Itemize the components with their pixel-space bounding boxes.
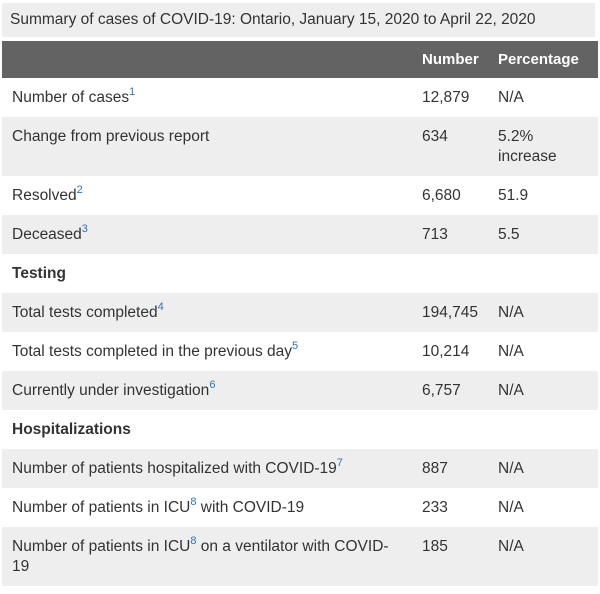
row-number-value: 10,214 — [422, 343, 470, 360]
row-percentage-value: N/A — [498, 343, 524, 360]
row-label: Currently under investigation6 — [2, 371, 412, 410]
table-row-patients-in-icu-ventilator: Number of patients in ICU8 on a ventilat… — [2, 527, 598, 586]
row-percentage-value: 5.2% increase — [498, 128, 557, 165]
footnote-link[interactable]: 1 — [129, 85, 136, 98]
section-title: Testing — [12, 265, 66, 282]
table-row-total-tests-previous-day: Total tests completed in the previous da… — [2, 332, 598, 371]
header-empty-cell — [2, 41, 412, 78]
table-row-deceased: Deceased3 713 5.5 — [2, 215, 598, 254]
row-label-text: Number of cases — [12, 89, 130, 106]
row-number-value: 6,757 — [422, 382, 461, 399]
row-number-value: 185 — [422, 538, 448, 555]
row-percentage-value: N/A — [498, 538, 524, 555]
table-caption: Summary of cases of COVID-19: Ontario, J… — [2, 3, 595, 37]
row-label: Change from previous report — [2, 117, 412, 176]
row-label: Number of cases1 — [2, 78, 412, 117]
row-number-value: 12,879 — [422, 89, 470, 106]
row-label-text: Total tests completed in the previous da… — [12, 343, 293, 360]
section-row-hospitalizations: Hospitalizations — [2, 410, 598, 449]
row-number-value: 713 — [422, 226, 448, 243]
row-label-text: Number of patients in ICU — [12, 538, 191, 555]
header-percentage: Percentage — [488, 41, 598, 78]
table-row-patients-in-icu: Number of patients in ICU8 with COVID-19… — [2, 488, 598, 527]
row-percentage-value: N/A — [498, 382, 524, 399]
row-label: Number of patients in ICU8 with COVID-19 — [2, 488, 412, 527]
row-label-text: Resolved — [12, 187, 77, 204]
footnote-link[interactable]: 2 — [76, 183, 83, 196]
section-row-testing: Testing — [2, 254, 598, 293]
row-number-value: 233 — [422, 499, 448, 516]
covid-summary-table: Number Percentage Number of cases1 12,87… — [2, 41, 598, 586]
row-percentage-value: N/A — [498, 304, 524, 321]
row-label: Number of patients hospitalized with COV… — [2, 449, 412, 488]
table-row-total-tests-completed: Total tests completed4 194,745 N/A — [2, 293, 598, 332]
row-percentage-value: N/A — [498, 499, 524, 516]
row-label-text: Currently under investigation — [12, 382, 210, 399]
row-number-value: 887 — [422, 460, 448, 477]
header-number: Number — [412, 41, 488, 78]
table-row-change-from-previous-report: Change from previous report 634 5.2% inc… — [2, 117, 598, 176]
row-percentage-value: N/A — [498, 460, 524, 477]
row-percentage-value: 51.9 — [498, 187, 529, 204]
row-label-text: Number of patients in ICU — [12, 499, 191, 516]
footnote-link[interactable]: 7 — [336, 456, 343, 469]
table-row-resolved: Resolved2 6,680 51.9 — [2, 176, 598, 215]
footnote-link[interactable]: 6 — [209, 378, 216, 391]
footnote-link[interactable]: 3 — [81, 222, 88, 235]
row-label: Deceased3 — [2, 215, 412, 254]
row-label-text: Deceased — [12, 226, 82, 243]
row-label: Number of patients in ICU8 on a ventilat… — [2, 527, 412, 586]
row-percentage-value: 5.5 — [498, 226, 520, 243]
row-label-text-after: on a ventilator with COVID-19 — [12, 538, 389, 575]
row-label: Resolved2 — [2, 176, 412, 215]
footnote-link[interactable]: 8 — [190, 534, 197, 547]
table-row-patients-hospitalized: Number of patients hospitalized with COV… — [2, 449, 598, 488]
row-number-value: 634 — [422, 128, 448, 145]
row-number-value: 6,680 — [422, 187, 461, 204]
row-percentage-value: N/A — [498, 89, 524, 106]
row-label: Total tests completed4 — [2, 293, 412, 332]
row-number-value: 194,745 — [422, 304, 479, 321]
row-label-text-after: with COVID-19 — [196, 499, 305, 516]
table-header-row: Number Percentage — [2, 41, 598, 78]
row-label-text: Total tests completed — [12, 304, 158, 321]
section-title: Hospitalizations — [12, 421, 131, 438]
footnote-link[interactable]: 5 — [292, 339, 299, 352]
footnote-link[interactable]: 4 — [157, 300, 164, 313]
table-row-currently-under-investigation: Currently under investigation6 6,757 N/A — [2, 371, 598, 410]
table-row-number-of-cases: Number of cases1 12,879 N/A — [2, 78, 598, 117]
row-label: Total tests completed in the previous da… — [2, 332, 412, 371]
footnote-link[interactable]: 8 — [190, 495, 197, 508]
row-label-text: Change from previous report — [12, 128, 210, 145]
row-label-text: Number of patients hospitalized with COV… — [12, 460, 337, 477]
